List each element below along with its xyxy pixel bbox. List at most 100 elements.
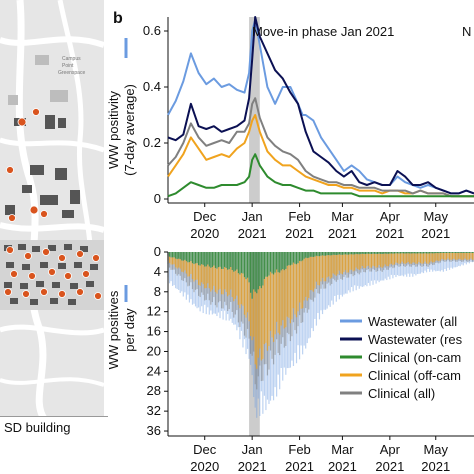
bar-clin-on [369, 252, 371, 254]
bar-clin-on [427, 252, 429, 254]
bar-clin-on [245, 252, 247, 280]
bar-clin-on [338, 252, 340, 255]
bar-clin-on [409, 252, 411, 254]
bar-clin-off [404, 253, 406, 264]
bar-clin-off [306, 258, 308, 301]
move-in-shade [249, 17, 260, 203]
bar-clin-off [173, 257, 175, 265]
bar-clin-on [217, 252, 220, 268]
bottom-xtick-year: 2021 [421, 459, 450, 474]
bar-clin-on [178, 252, 180, 259]
bar-clin-on [418, 252, 420, 254]
bar-clin-on [373, 252, 376, 254]
bar-clin-off [282, 269, 284, 321]
bar-clin-on [430, 252, 432, 254]
bar-clin-on [224, 252, 226, 267]
bar-clin-on [375, 252, 377, 254]
bar-clin-on [329, 252, 331, 256]
bar-clin-off [250, 292, 252, 337]
bar-clin-on [187, 252, 189, 263]
bar-clin-off [291, 264, 293, 320]
bar-clin-on [312, 252, 314, 257]
bar-clin-on [268, 252, 270, 276]
bar-clin-off [243, 277, 246, 315]
bar-ww-all [442, 252, 444, 272]
bar-clin-on [303, 252, 305, 259]
bar-clin-off [366, 253, 368, 267]
bar-clin-on [239, 252, 241, 275]
bar-clin-on [269, 252, 272, 272]
bar-clin-off [219, 266, 221, 289]
bar-clin-on [467, 252, 469, 253]
bar-clin-on [470, 252, 472, 253]
bar-clin-off [412, 253, 414, 263]
bar-clin-off [239, 274, 241, 309]
bar-clin-on [392, 252, 394, 254]
bar-clin-off [387, 253, 389, 267]
bar-clin-on [451, 252, 454, 253]
bar-clin-off [207, 264, 209, 284]
bottom-ytick-label: 20 [147, 343, 161, 358]
bar-clin-off [433, 253, 435, 263]
bar-clin-on [271, 252, 273, 274]
bar-clin-off [364, 254, 366, 269]
bar-clin-off [230, 266, 232, 290]
bar-clin-off [202, 264, 204, 285]
bar-clin-on [210, 252, 212, 268]
bar-clin-off [240, 272, 243, 305]
bar-clin-off [352, 254, 354, 272]
bar-clin-on [194, 252, 197, 264]
bar-clin-off [328, 255, 330, 277]
bar-clin-on [291, 252, 293, 265]
bar-clin-on [208, 252, 210, 267]
bar-clin-off [214, 267, 217, 292]
bar-clin-off [393, 253, 396, 265]
bar-clin-off [242, 273, 244, 306]
bar-clin-off [272, 274, 275, 342]
bar-clin-off [450, 252, 452, 260]
bar-ww-all [168, 252, 171, 284]
bar-clin-off [401, 253, 403, 262]
bar-clin-off [289, 265, 291, 324]
bar-clin-off [465, 252, 467, 260]
bar-clin-off [413, 253, 415, 263]
bar-clin-off [442, 252, 444, 260]
bar-clin-on [367, 252, 370, 254]
bar-clin-on [354, 252, 356, 255]
bar-clin-off [453, 252, 455, 259]
bar-clin-off [323, 255, 325, 282]
bar-clin-on [435, 252, 437, 254]
bar-clin-on [419, 252, 422, 254]
bar-clin-off [184, 259, 186, 271]
bar-clin-on [389, 252, 391, 254]
bar-clin-off [392, 253, 394, 265]
bar-clin-on [182, 252, 184, 261]
bar-clin-off [334, 254, 336, 275]
bar-clin-off [343, 254, 345, 272]
bar-clin-on [331, 252, 333, 256]
bar-clin-on [361, 252, 363, 254]
bar-clin-on [297, 252, 299, 264]
bar-clin-on [436, 252, 438, 254]
bar-clin-off [175, 258, 177, 268]
bar-clin-off [227, 269, 229, 297]
series-line-clin_on [167, 153, 474, 198]
bar-clin-on [191, 252, 194, 264]
bar-clin-on [387, 252, 389, 254]
bar-clin-off [340, 254, 342, 274]
bar-clin-off [191, 263, 194, 280]
bar-clin-off [305, 257, 307, 297]
bar-clin-on [340, 252, 342, 255]
bar-ww-all [441, 252, 443, 271]
bar-clin-off [188, 262, 191, 277]
bar-clin-on [246, 252, 249, 278]
bar-clin-on [317, 252, 319, 257]
bar-clin-on [444, 252, 446, 253]
bar-clin-on [341, 252, 344, 255]
bar-clin-off [349, 254, 351, 270]
bar-clin-on [254, 252, 256, 292]
bar-clin-on [181, 252, 183, 261]
bar-clin-on [219, 252, 221, 267]
bar-clin-on [337, 252, 339, 255]
bottom-xtick-label: Jan [242, 442, 263, 457]
